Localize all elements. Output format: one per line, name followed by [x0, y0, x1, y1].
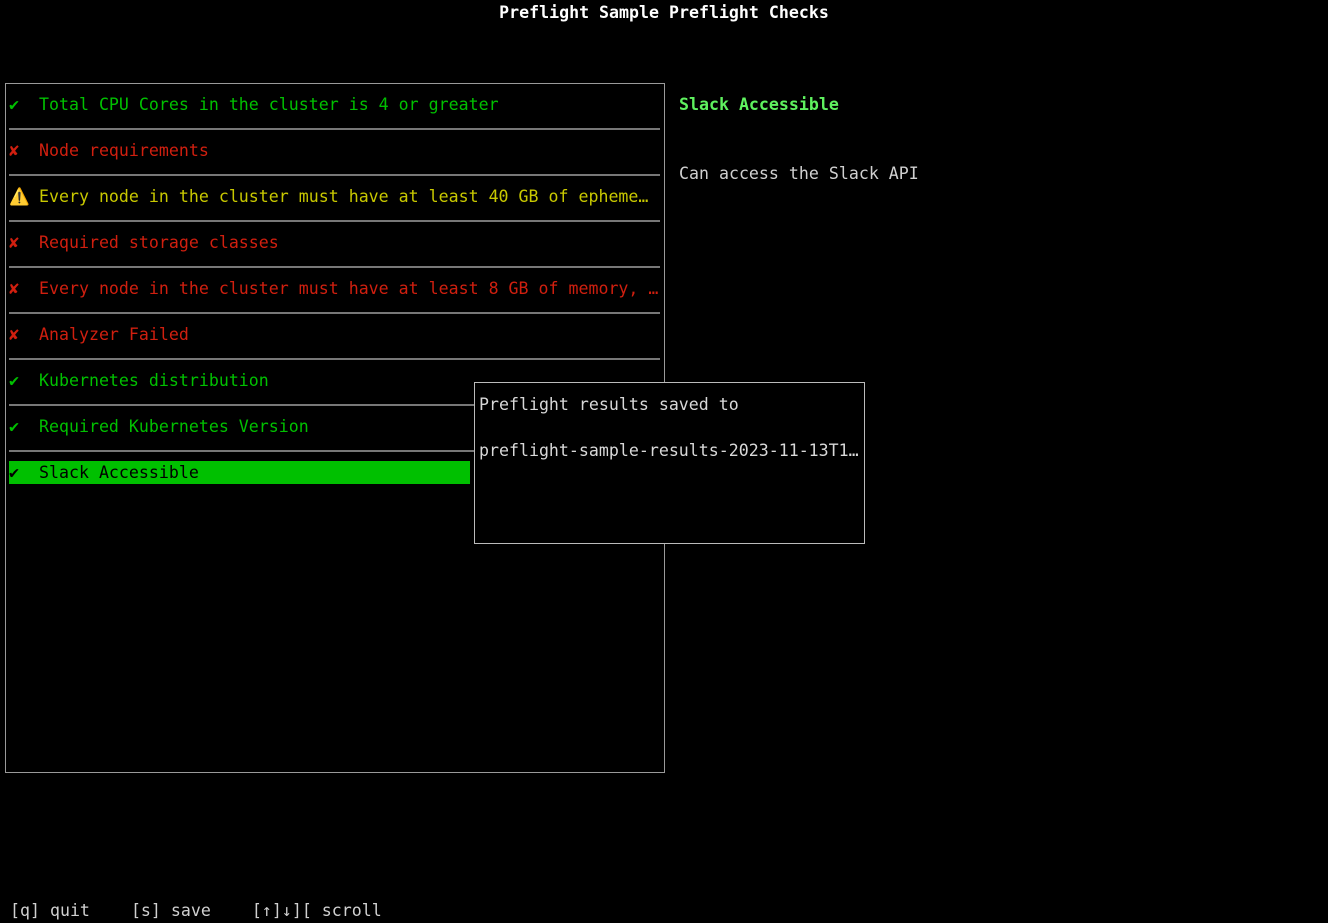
row-divider — [9, 174, 660, 176]
warning-icon: ⚠️ — [9, 187, 30, 206]
cross-icon: ✘ — [9, 279, 19, 298]
quit-key-hint[interactable]: [q] quit — [10, 901, 90, 920]
check-label: Kubernetes distribution — [39, 371, 269, 390]
check-item[interactable]: ✔ Total CPU Cores in the cluster is 4 or … — [9, 93, 660, 116]
detail-message: Can access the Slack API — [679, 164, 919, 183]
cross-icon: ✘ — [9, 141, 19, 160]
row-divider — [9, 312, 660, 314]
check-label: Analyzer Failed — [39, 325, 189, 344]
check-label: Required storage classes — [39, 233, 279, 252]
check-label: Total CPU Cores in the cluster is 4 or g… — [39, 95, 499, 114]
check-label: Node requirements — [39, 141, 209, 160]
check-item[interactable]: ✘ Analyzer Failed — [9, 323, 660, 346]
checks-list[interactable]: ✔ Total CPU Cores in the cluster is 4 or … — [5, 83, 665, 773]
cross-icon: ✘ — [9, 233, 19, 252]
check-item[interactable]: ✔ Kubernetes distribution — [9, 369, 660, 392]
check-item[interactable]: ⚠️ Every node in the cluster must have at… — [9, 185, 660, 208]
detail-title: Slack Accessible — [679, 95, 839, 114]
check-label: Slack Accessible — [39, 463, 199, 482]
window-title: Preflight Sample Preflight Checks — [499, 3, 829, 22]
check-item[interactable]: ✘ Required storage classes — [9, 231, 660, 254]
popup-filename: preflight-sample-results-2023-11-13T1… — [479, 441, 859, 460]
check-icon: ✔ — [9, 463, 19, 482]
check-item[interactable]: ✔ Slack Accessible — [9, 461, 470, 484]
popup-message: Preflight results saved to — [479, 395, 739, 414]
row-divider — [9, 404, 660, 406]
check-icon: ✔ — [9, 417, 19, 436]
save-notification-popup: Preflight results saved to preflight-sam… — [474, 382, 865, 544]
check-icon: ✔ — [9, 95, 19, 114]
save-key-hint[interactable]: [s] save — [130, 901, 211, 920]
check-icon: ✔ — [9, 371, 19, 390]
row-divider — [9, 266, 660, 268]
check-label: Every node in the cluster must have at l… — [39, 279, 659, 298]
check-item[interactable]: ✘ Every node in the cluster must have at … — [9, 277, 660, 300]
keybindings-bar: [q] quit [s] save [↑]↓][ scroll — [10, 899, 423, 922]
check-label: Every node in the cluster must have at l… — [39, 187, 649, 206]
scroll-key-hint[interactable]: [↑]↓][ scroll — [251, 901, 382, 920]
row-divider — [9, 128, 660, 130]
check-item[interactable]: ✔ Required Kubernetes Version — [9, 415, 660, 438]
row-divider — [9, 220, 660, 222]
check-label: Required Kubernetes Version — [39, 417, 309, 436]
check-item[interactable]: ✘ Node requirements — [9, 139, 660, 162]
cross-icon: ✘ — [9, 325, 19, 344]
row-divider — [9, 358, 660, 360]
row-divider — [9, 450, 660, 452]
